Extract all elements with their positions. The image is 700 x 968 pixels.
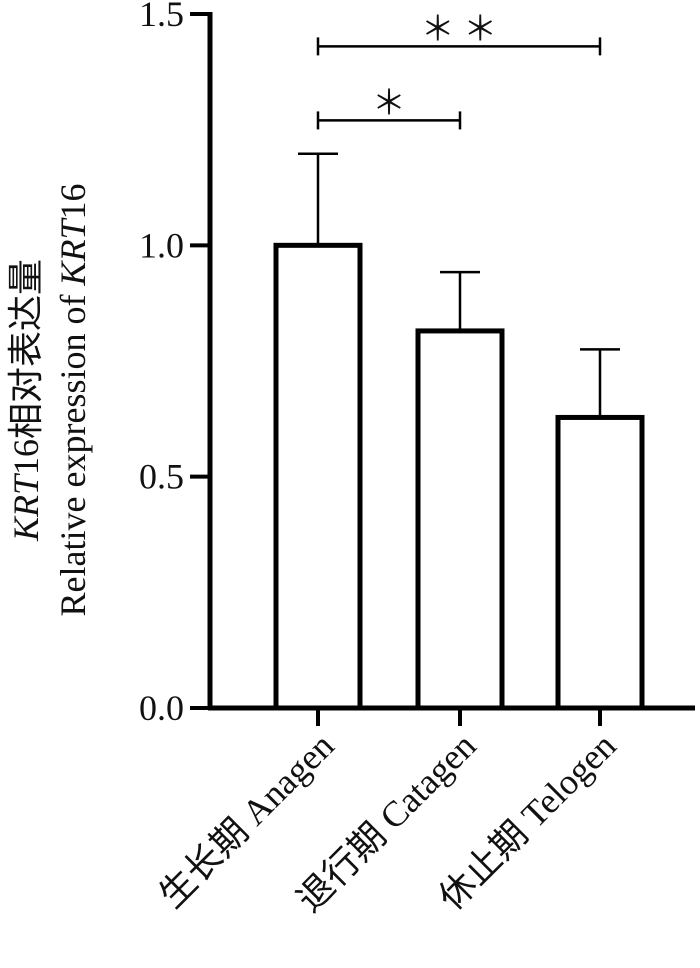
y-tick-label: 0.5 — [139, 457, 184, 497]
y-axis-title: KRT16相对表达量 Relative expression of KRT16 — [6, 184, 93, 617]
bar — [273, 242, 363, 711]
bars — [273, 152, 645, 711]
y-axis-title-line-2: Relative expression of KRT16 — [53, 184, 93, 617]
y-tick-label: 1.5 — [139, 0, 184, 34]
bar — [555, 414, 645, 711]
y-tick-label: 0.0 — [139, 688, 184, 728]
y-axis-title-line-1: KRT16相对表达量 — [6, 259, 46, 542]
bar — [415, 328, 505, 711]
y-tick-label: 1.0 — [139, 225, 184, 265]
significance-label: ＊ ＊ — [421, 11, 498, 48]
significance-label: ＊ — [372, 85, 406, 122]
significance-brackets: ＊ ＊ ＊ — [316, 11, 602, 130]
